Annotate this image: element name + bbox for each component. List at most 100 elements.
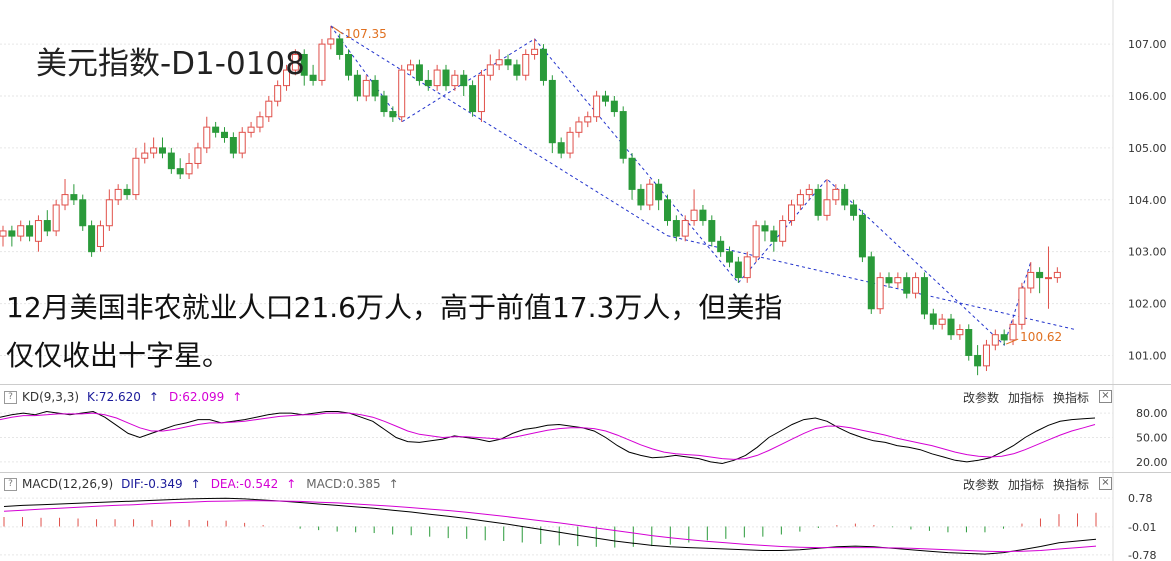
price-y-tick-label: 105.00 (1128, 142, 1167, 155)
y-axis-labels: 107.00 106.00 105.00 104.00 103.00 102.00 101.… (1128, 38, 1168, 561)
candle-body (265, 100, 273, 118)
candle-body (105, 199, 113, 227)
kd-switch-indicator-button[interactable]: 换指标 (1053, 391, 1090, 405)
candle-body (407, 64, 415, 71)
candle-body (318, 43, 326, 81)
candle-body (539, 48, 547, 81)
kd-y-tick-label: 80.00 (1136, 407, 1168, 420)
up-arrow-icon: ↑ (148, 390, 159, 404)
candle-body (575, 121, 583, 133)
macd-close-icon[interactable]: × (1099, 477, 1112, 490)
macd-dea-value: DEA:-0.542 (210, 477, 279, 491)
candle-body (850, 204, 858, 216)
candle-body (61, 194, 69, 206)
up-arrow-icon: ↑ (286, 477, 297, 491)
macd-dif-line (3, 497, 1097, 555)
candle-body (788, 204, 796, 222)
candle-body (96, 225, 104, 247)
candle-body (965, 329, 973, 356)
candle-body (229, 137, 237, 154)
candle-body (79, 199, 87, 227)
candle-body (513, 64, 521, 76)
candle-body (451, 74, 459, 87)
kd-change-params-button[interactable]: 改参数 (963, 391, 1000, 405)
help-icon[interactable]: ? (4, 390, 17, 404)
candle-body (469, 85, 477, 113)
candle-body (442, 69, 450, 87)
candle-body (708, 220, 716, 242)
candle-body (424, 79, 432, 87)
candle-body (300, 53, 308, 76)
candle-body (247, 126, 255, 133)
candle-body (601, 95, 609, 102)
macd-hist-value: MACD:0.385 (306, 477, 381, 491)
candle-body (593, 95, 601, 118)
candle-body (150, 147, 158, 154)
macd-add-indicator-button[interactable]: 加指标 (1008, 478, 1045, 492)
candle-body (982, 344, 990, 367)
up-arrow-icon: ↑ (388, 477, 399, 491)
candle-body (681, 220, 689, 237)
candle-body (114, 188, 122, 201)
candle-body (1044, 277, 1052, 280)
candle-body (637, 188, 645, 206)
headline-line-1: 12月美国非农就业人口21.6万人，高于前值17.3万人，但美指 (6, 291, 783, 324)
candle-body (761, 225, 769, 232)
macd-y-tick-label: -0.78 (1128, 549, 1156, 561)
kd-d-line (0, 412, 1096, 460)
candle-body (814, 188, 822, 216)
candle-body (212, 126, 220, 133)
candle-body (495, 59, 503, 66)
candle-body (362, 79, 370, 97)
candle-body (1009, 323, 1017, 341)
candle-body (699, 209, 707, 222)
macd-info-bar: ? MACD(12,26,9) DIF:-0.349 ↑ DEA:-0.542 … (0, 475, 399, 493)
candle-body (132, 157, 140, 196)
kd-info-bar: ? KD(9,3,3) K:72.620 ↑ D:62.099 ↑ (0, 388, 242, 406)
candle-body (167, 152, 175, 170)
candle-body (832, 188, 840, 201)
candle-body (433, 69, 441, 87)
candle-body (655, 183, 663, 201)
kd-close-icon[interactable]: × (1099, 390, 1112, 403)
macd-layer (3, 497, 1097, 555)
candle-body (876, 277, 884, 310)
candle-body (920, 277, 928, 315)
candle-body (123, 188, 131, 196)
candle-body (327, 38, 335, 45)
candle-body (26, 225, 34, 237)
candle-body (584, 116, 592, 123)
candle-body (371, 79, 379, 97)
candle-body (912, 277, 920, 294)
annotation-pointer (332, 26, 344, 35)
candle-body (566, 131, 574, 154)
channel-trendline (667, 235, 1076, 331)
candle-body (336, 38, 344, 55)
macd-change-params-button[interactable]: 改参数 (963, 478, 1000, 492)
candle-body (88, 225, 96, 253)
kd-add-indicator-button[interactable]: 加指标 (1008, 391, 1045, 405)
candle-body (291, 53, 299, 71)
candle-body (70, 194, 78, 201)
kd-k-line (0, 410, 1096, 465)
help-icon[interactable]: ? (4, 477, 17, 491)
candle-body (158, 147, 166, 154)
candle-body (460, 74, 468, 87)
candle-body (283, 69, 291, 87)
macd-switch-indicator-button[interactable]: 换指标 (1053, 478, 1090, 492)
candle-body (974, 354, 982, 367)
up-arrow-icon: ↑ (190, 477, 201, 491)
candle-body (841, 188, 849, 206)
candle-body (504, 59, 512, 66)
channel-trendline (330, 25, 668, 237)
macd-y-tick-label: 0.78 (1128, 492, 1153, 505)
candle-body (477, 74, 485, 113)
candle-body (17, 225, 25, 237)
candle-body (610, 100, 618, 113)
candle-body (858, 214, 866, 258)
kd-lines (0, 410, 1096, 465)
candle-body (486, 64, 494, 76)
candle-body (885, 277, 893, 284)
candle-body (894, 277, 902, 284)
